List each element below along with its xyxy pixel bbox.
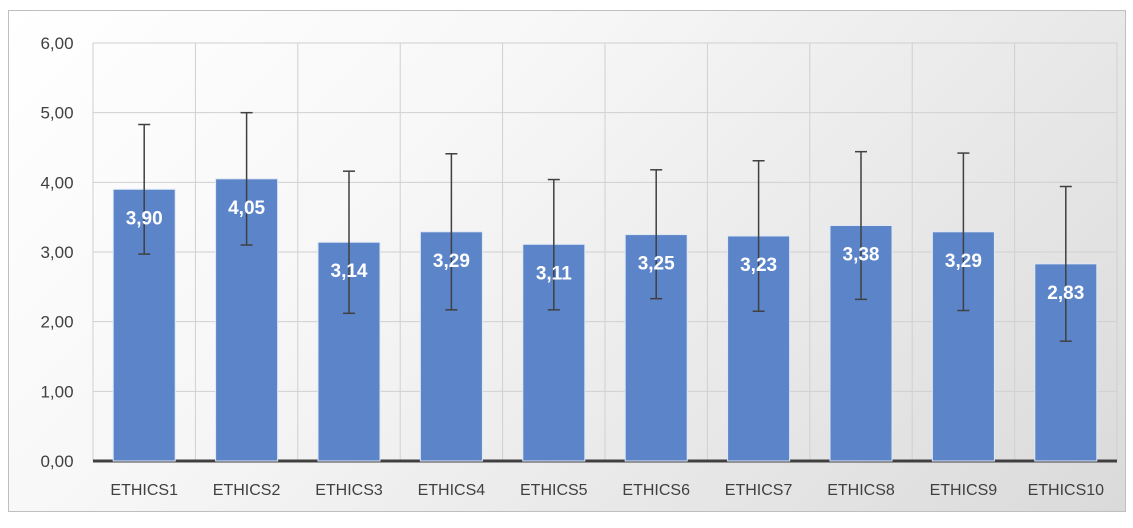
x-tick-label: ETHICS10 xyxy=(1028,482,1105,499)
error-bars xyxy=(138,111,1072,342)
error-bar xyxy=(957,152,970,312)
error-bar xyxy=(752,159,765,312)
x-tick-label: ETHICS8 xyxy=(827,482,895,499)
x-tick-label: ETHICS4 xyxy=(418,482,486,499)
y-tick-label: 0,00 xyxy=(40,452,73,471)
error-bar xyxy=(1059,185,1072,342)
x-tick-label: ETHICS9 xyxy=(930,482,998,499)
y-tick-label: 3,00 xyxy=(40,243,73,262)
x-tick-label: ETHICS2 xyxy=(213,482,281,499)
x-tick-label: ETHICS7 xyxy=(725,482,793,499)
y-tick-label: 4,00 xyxy=(40,173,73,192)
data-label: 3,29 xyxy=(945,251,982,272)
y-tick-label: 5,00 xyxy=(40,104,73,123)
data-label: 3,38 xyxy=(843,245,880,266)
chart-area: 0,00 1,00 2,00 3,00 4,00 5,00 6,00 3,90 4,05 3,1… xyxy=(8,10,1126,512)
data-label: 4,05 xyxy=(228,198,265,219)
data-label: 2,83 xyxy=(1047,283,1084,304)
data-labels: 3,90 4,05 3,14 3,29 3,11 3,25 3,23 3,38 3,29 2,83 xyxy=(126,198,1085,304)
bar-chart: 0,00 1,00 2,00 3,00 4,00 5,00 6,00 3,90 4,05 3,1… xyxy=(40,34,1118,499)
error-bar xyxy=(240,111,253,246)
y-tick-label: 6,00 xyxy=(40,34,73,53)
data-label: 3,11 xyxy=(536,263,572,284)
x-tick-label: ETHICS6 xyxy=(622,482,690,499)
error-bar xyxy=(650,169,663,300)
error-bar xyxy=(445,153,458,311)
data-label: 3,90 xyxy=(126,208,163,229)
data-label: 3,25 xyxy=(638,254,675,275)
y-axis-tick-labels: 0,00 1,00 2,00 3,00 4,00 5,00 6,00 xyxy=(40,34,73,471)
error-bar xyxy=(343,170,355,315)
data-label: 3,23 xyxy=(740,255,777,276)
error-bar xyxy=(547,178,560,311)
x-tick-label: ETHICS5 xyxy=(520,482,588,499)
data-label: 3,29 xyxy=(433,251,470,272)
error-bar xyxy=(138,123,151,255)
x-axis-category-labels: ETHICS1 ETHICS2 ETHICS3 ETHICS4 ETHICS5 ETHIC… xyxy=(110,482,1104,499)
error-bar xyxy=(855,150,867,301)
x-tick-label: ETHICS1 xyxy=(110,482,178,499)
x-tick-label: ETHICS3 xyxy=(315,482,383,499)
y-tick-label: 2,00 xyxy=(40,313,73,332)
gridlines xyxy=(92,42,1118,463)
data-label: 3,14 xyxy=(331,261,368,282)
y-tick-label: 1,00 xyxy=(40,382,73,401)
